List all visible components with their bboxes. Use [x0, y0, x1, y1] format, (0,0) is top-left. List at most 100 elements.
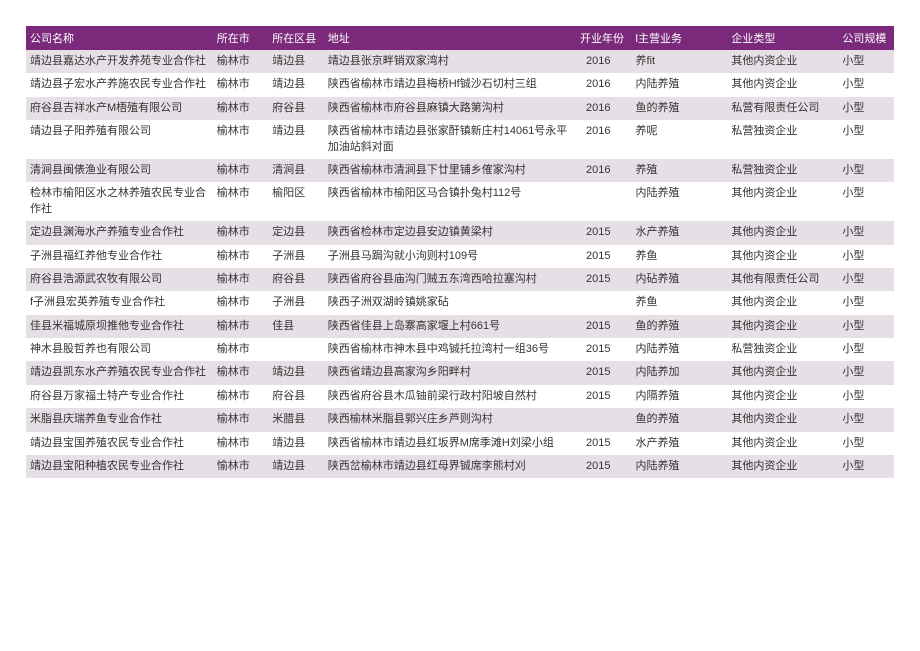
- cell-type: 其他内资企业: [727, 385, 838, 408]
- cell-name: 靖边县宝阳种植农民专业合作社: [26, 455, 213, 478]
- cell-biz: 鱼的养殖: [632, 315, 728, 338]
- cell-name: 检林市榆阳区水之林养殖农民专业合作社: [26, 182, 213, 221]
- cell-scale: 小型: [838, 97, 894, 120]
- th-type: 企业类型: [727, 26, 838, 50]
- cell-scale: 小型: [838, 221, 894, 244]
- table-header: 公司名称 所在市 所在区县 地址 开业年份 l主营业务 企业类型 公司规模: [26, 26, 894, 50]
- cell-scale: 小型: [838, 361, 894, 384]
- cell-biz: 内陆养加: [632, 361, 728, 384]
- cell-year: 2015: [576, 455, 632, 478]
- cell-year: 2015: [576, 361, 632, 384]
- cell-county: 靖边县: [268, 120, 324, 159]
- cell-name: 府谷县万家福土特产专业合作社: [26, 385, 213, 408]
- cell-city: 榆林市: [213, 159, 269, 182]
- cell-year: 2016: [576, 73, 632, 96]
- cell-type: 其他内资企业: [727, 245, 838, 268]
- cell-county: 佳县: [268, 315, 324, 338]
- cell-county: 靖边县: [268, 50, 324, 73]
- cell-name: 神木县股哲养也有限公司: [26, 338, 213, 361]
- cell-scale: 小型: [838, 120, 894, 159]
- cell-addr: 陕西省检林市定边县安边镇黄梁村: [324, 221, 576, 244]
- cell-city: 榆林市: [213, 315, 269, 338]
- cell-addr: 陕西省榆林市靖边县红坂界M席季滩H刘梁小组: [324, 432, 576, 455]
- cell-year: 2015: [576, 221, 632, 244]
- cell-type: 其他内资企业: [727, 50, 838, 73]
- table-row: 靖边县嘉达水产开发养苑专业合作社榆林市靖边县靖边县张京畔销双家湾村2016养fi…: [26, 50, 894, 73]
- th-city: 所在市: [213, 26, 269, 50]
- cell-name: 定边县渊海水产养殖专业合作社: [26, 221, 213, 244]
- cell-scale: 小型: [838, 338, 894, 361]
- cell-name: 佳县米福城原坝推他专业合作社: [26, 315, 213, 338]
- cell-type: 其他内资企业: [727, 73, 838, 96]
- cell-scale: 小型: [838, 73, 894, 96]
- th-name: 公司名称: [26, 26, 213, 50]
- cell-city: 榆林市: [213, 338, 269, 361]
- cell-addr: 陕西省靖边县高家沟乡阳畔村: [324, 361, 576, 384]
- cell-name: 靖边县子宏水产养施农民专业合作社: [26, 73, 213, 96]
- cell-type: 其他内资企业: [727, 455, 838, 478]
- cell-biz: 内陆养殖: [632, 73, 728, 96]
- cell-city: 榆林市: [213, 361, 269, 384]
- table-row: 佳县米福城原坝推他专业合作社榆林市佳县陕西省佳县上岛寨高家堰上村661号2015…: [26, 315, 894, 338]
- cell-city: 榆林市: [213, 50, 269, 73]
- table-row: 检林市榆阳区水之林养殖农民专业合作社榆林市榆阳区陕西省榆林市榆阳区马合镇扑兔村1…: [26, 182, 894, 221]
- cell-type: 其他内资企业: [727, 182, 838, 221]
- cell-county: 靖边县: [268, 455, 324, 478]
- cell-biz: 内砧养殖: [632, 268, 728, 291]
- cell-name: f子洲县宏英养殖专业合作社: [26, 291, 213, 314]
- table-row: 靖边县凯东水产养殖农民专业合作社榆林市靖边县陕西省靖边县高家沟乡阳畔村2015内…: [26, 361, 894, 384]
- cell-addr: 子洲县马跼沟就小泃则村109号: [324, 245, 576, 268]
- table-row: 定边县渊海水产养殖专业合作社榆林市定边县陕西省检林市定边县安边镇黄梁村2015水…: [26, 221, 894, 244]
- cell-addr: 陕西岔榆林市靖边县红母界铖席李熊村刈: [324, 455, 576, 478]
- cell-scale: 小型: [838, 455, 894, 478]
- th-scale: 公司规模: [838, 26, 894, 50]
- table-row: 靖边县子宏水产养施农民专业合作社榆林市靖边县陕西省榆林市靖边县梅桥Hf铖沙石切村…: [26, 73, 894, 96]
- cell-biz: 养鱼: [632, 245, 728, 268]
- cell-name: 靖边县嘉达水产开发养苑专业合作社: [26, 50, 213, 73]
- cell-county: 靖边县: [268, 73, 324, 96]
- cell-year: 2016: [576, 120, 632, 159]
- cell-type: 私营独资企业: [727, 159, 838, 182]
- cell-addr: 陕西省榆林市靖边县张家酐镇新庄村14061号永平加油站斜对面: [324, 120, 576, 159]
- cell-county: 子洲县: [268, 245, 324, 268]
- table-row: 子洲县福红养他专业合作社榆林市子洲县子洲县马跼沟就小泃则村109号2015养鱼其…: [26, 245, 894, 268]
- cell-biz: 内陆养殖: [632, 455, 728, 478]
- cell-county: 靖边县: [268, 432, 324, 455]
- cell-biz: 鱼的养殖: [632, 408, 728, 431]
- cell-city: 榆林市: [213, 268, 269, 291]
- cell-name: 府谷县浩源武农牧有限公司: [26, 268, 213, 291]
- cell-scale: 小型: [838, 385, 894, 408]
- th-biz: l主营业务: [632, 26, 728, 50]
- cell-type: 私营有限责任公司: [727, 97, 838, 120]
- cell-addr: 陕西省榆林市府谷县麻镇大路第沟村: [324, 97, 576, 120]
- cell-county: 清涧县: [268, 159, 324, 182]
- cell-year: 2015: [576, 432, 632, 455]
- cell-county: 米腊县: [268, 408, 324, 431]
- th-county: 所在区县: [268, 26, 324, 50]
- cell-scale: 小型: [838, 159, 894, 182]
- cell-scale: 小型: [838, 291, 894, 314]
- cell-name: 府谷县吉祥水产M梧殖有限公司: [26, 97, 213, 120]
- cell-biz: 养呢: [632, 120, 728, 159]
- cell-year: 2015: [576, 385, 632, 408]
- cell-city: 榆林市: [213, 432, 269, 455]
- cell-type: 其他内资企业: [727, 221, 838, 244]
- cell-type: 私营独资企业: [727, 120, 838, 159]
- cell-scale: 小型: [838, 182, 894, 221]
- cell-addr: 陕西省榆林市靖边县梅桥Hf铖沙石切村三组: [324, 73, 576, 96]
- cell-addr: 陕西子洲双湖岭镇姚家砧: [324, 291, 576, 314]
- table-body: 靖边县嘉达水产开发养苑专业合作社榆林市靖边县靖边县张京畔销双家湾村2016养fi…: [26, 50, 894, 478]
- cell-addr: 陕西榆林米脂县郭兴庄乡芦则沟村: [324, 408, 576, 431]
- cell-year: [576, 291, 632, 314]
- cell-city: 榆林市: [213, 385, 269, 408]
- company-table-container: 公司名称 所在市 所在区县 地址 开业年份 l主营业务 企业类型 公司规模 靖边…: [0, 0, 920, 478]
- cell-scale: 小型: [838, 408, 894, 431]
- cell-biz: 水产养殖: [632, 432, 728, 455]
- cell-name: 靖边县宝国养殖农民专业合作社: [26, 432, 213, 455]
- cell-county: 定边县: [268, 221, 324, 244]
- cell-biz: 养fit: [632, 50, 728, 73]
- table-row: 清涧县闽俵渔业有限公司榆林市清涧县陕西省榆林市清涧县下廿里铺乡傕家沟村2016养…: [26, 159, 894, 182]
- cell-city: 榆林市: [213, 221, 269, 244]
- th-year: 开业年份: [576, 26, 632, 50]
- cell-county: 府谷县: [268, 385, 324, 408]
